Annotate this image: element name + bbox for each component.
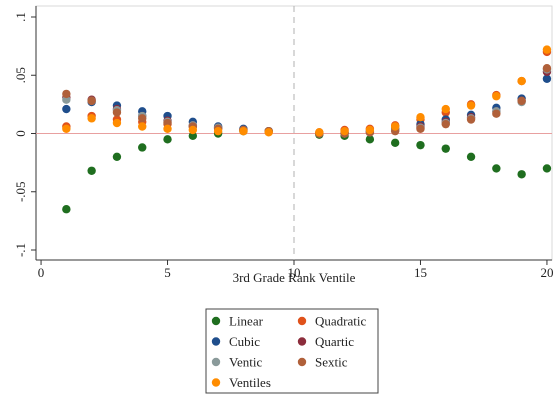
legend-label-quadratic: Quadratic: [315, 314, 366, 329]
x-tick-label: 10: [288, 265, 301, 280]
point-ventiles: [441, 104, 450, 114]
point-sextic: [138, 114, 147, 123]
point-ventiles: [213, 126, 223, 136]
x-axis-ticks: 0 5 10 15 20: [38, 260, 553, 280]
point-ventiles: [416, 112, 425, 122]
legend-marker-linear: [211, 316, 221, 326]
point-ventiles: [138, 122, 147, 131]
point-ventiles: [542, 45, 552, 54]
x-tick-label: 15: [414, 265, 427, 280]
point-linear: [188, 131, 198, 141]
point-linear: [138, 143, 147, 152]
point-linear: [466, 152, 476, 161]
point-sextic: [87, 96, 96, 106]
legend-box: [205, 308, 379, 394]
x-tick-label: 0: [38, 265, 45, 280]
x-tick-label: 20: [540, 265, 553, 280]
legend-label-ventiles: Ventiles: [229, 375, 271, 390]
point-ventiles: [239, 126, 248, 136]
point-ventiles: [517, 76, 526, 86]
point-ventiles: [112, 118, 122, 128]
point-ventiles: [188, 125, 198, 135]
point-ventiles: [340, 126, 349, 136]
point-sextic: [441, 119, 450, 129]
legend-label-sextic: Sextic: [315, 355, 348, 370]
legend-marker-ventic: [211, 357, 221, 367]
point-linear: [441, 144, 450, 153]
point-ventiles: [365, 125, 375, 135]
point-ventiles: [390, 122, 400, 131]
point-linear: [492, 164, 501, 173]
point-sextic: [163, 118, 172, 128]
y-tick-label: .05: [13, 67, 28, 83]
point-linear: [365, 135, 375, 144]
y-tick-label: 0: [13, 130, 28, 137]
point-sextic: [492, 109, 501, 118]
y-tick-label: .1: [13, 12, 28, 22]
legend-marker-quartic: [297, 337, 307, 346]
point-sextic: [112, 108, 122, 117]
point-cubic: [542, 74, 552, 83]
point-sextic: [62, 89, 71, 99]
point-sextic: [416, 124, 425, 134]
legend: Linear Quadratic Cubic Quartic Ventic Sextic V…: [211, 314, 366, 390]
point-linear: [112, 152, 122, 161]
point-sextic: [517, 96, 526, 106]
y-tick-label: -.1: [13, 243, 28, 257]
point-sextic: [466, 115, 476, 124]
x-tick-label: 5: [164, 265, 171, 280]
point-linear: [416, 140, 425, 150]
point-ventiles: [62, 124, 71, 134]
point-linear: [87, 166, 96, 175]
y-axis-ticks: .1 .05 0 -.05 -.1: [13, 12, 36, 257]
legend-marker-ventiles: [211, 378, 221, 387]
point-linear: [517, 170, 526, 179]
y-tick-label: -.05: [13, 181, 28, 202]
point-linear: [542, 164, 552, 173]
legend-label-linear: Linear: [229, 314, 264, 329]
legend-marker-sextic: [297, 357, 307, 367]
legend-marker-quadratic: [297, 316, 307, 326]
point-ventiles: [163, 124, 172, 134]
legend-marker-cubic: [211, 337, 221, 346]
legend-label-cubic: Cubic: [229, 334, 260, 349]
point-ventiles: [87, 114, 96, 123]
point-linear: [163, 135, 172, 144]
point-linear: [390, 138, 400, 148]
point-ventiles: [492, 92, 501, 101]
legend-label-ventic: Ventic: [229, 355, 262, 370]
data-points: [62, 45, 552, 214]
point-sextic: [542, 64, 552, 73]
legend-label-quartic: Quartic: [315, 334, 354, 349]
x-axis-label: 3rd Grade Rank Ventile: [233, 270, 356, 285]
point-linear: [62, 205, 71, 214]
point-ventiles: [466, 101, 476, 110]
point-ventic: [62, 95, 71, 104]
point-cubic: [62, 104, 71, 114]
point-ventiles: [315, 128, 324, 137]
point-ventiles: [264, 128, 273, 137]
